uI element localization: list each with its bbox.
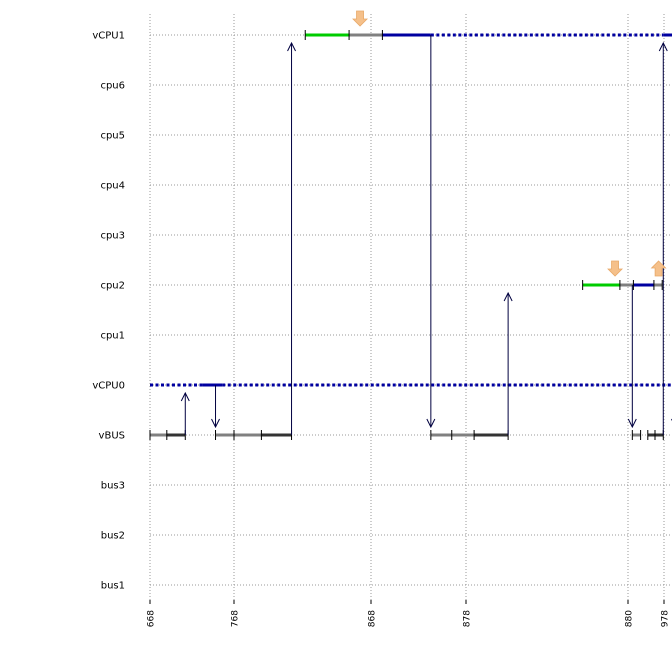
x-tick-label: 880 [625,610,635,627]
row-label: cpu4 [100,181,125,192]
arrow-head [658,41,668,52]
row-label: cpu2 [100,281,125,292]
arrow-down-icon [352,10,369,27]
row-label: bus2 [101,531,125,542]
x-tick-label: 868 [368,610,378,627]
arrow-head [287,41,296,52]
row-label: vBUS [99,431,125,442]
grid-lines [149,14,672,600]
row-label: vCPU0 [92,381,125,392]
row-label: bus1 [101,581,125,592]
message-arrows [180,35,672,435]
row-label: cpu3 [100,231,125,242]
x-tick-label: 878 [463,610,473,627]
row-label: vCPU1 [92,31,125,42]
arrow-head [180,391,190,402]
arrow-head [627,418,637,429]
arrow-head [211,418,220,429]
row-label: cpu1 [100,331,125,342]
x-axis: 668 768 868 878 880 978 [147,600,671,627]
row-label: bus3 [101,481,125,492]
row-label: cpu5 [100,131,125,142]
row-label: cpu6 [100,81,125,92]
arrow-head [503,291,513,302]
arrow-up-icon [650,260,667,277]
x-tick-label: 768 [231,610,241,627]
x-tick-label: 668 [147,610,157,627]
arrow-down-icon [607,260,624,277]
x-tick-label: 978 [661,610,671,627]
row-labels: vCPU1 cpu6 cpu5 cpu4 cpu3 cpu2 cpu1 vCPU0 vBUS bu… [92,31,125,592]
priority-markers [352,10,667,277]
execution-segments [150,33,672,437]
arrow-head [426,418,436,429]
